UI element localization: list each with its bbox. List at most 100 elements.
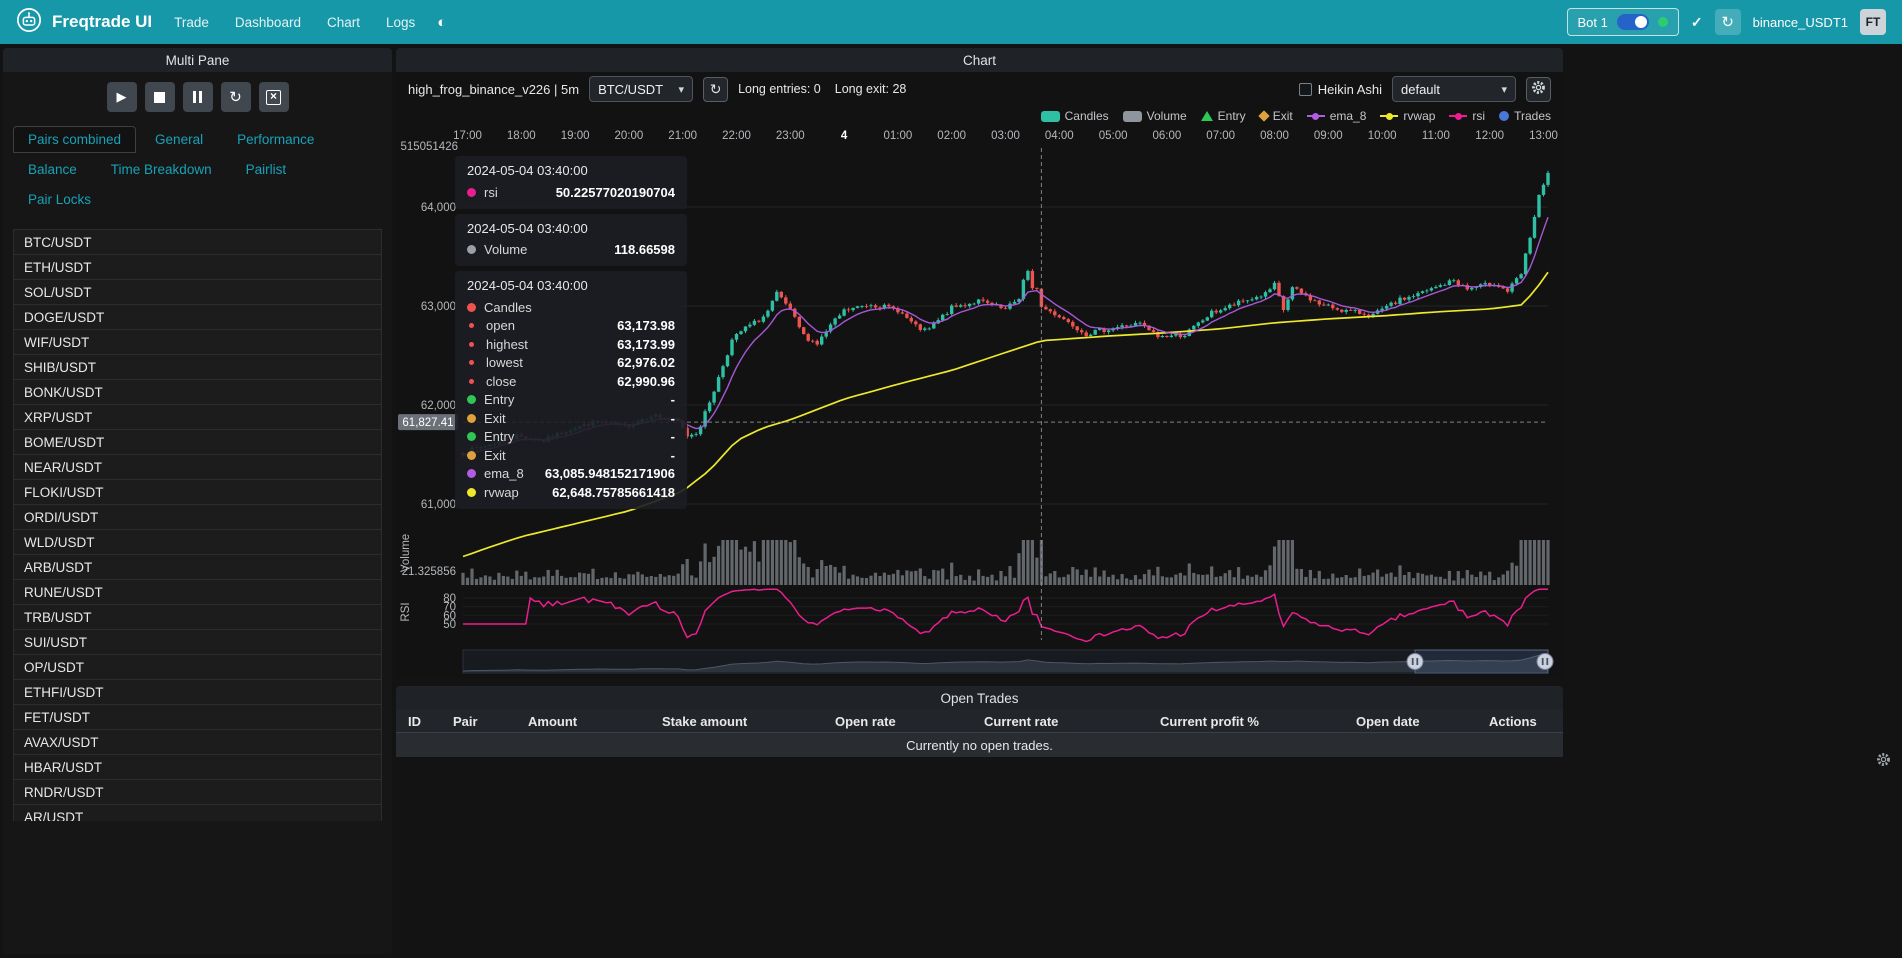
pair-select[interactable]: BTC/USDT ▾ <box>589 76 694 102</box>
svg-text:12:00: 12:00 <box>1475 130 1504 142</box>
play-button[interactable]: ▶ <box>106 82 137 112</box>
legend-rsi[interactable]: rsi <box>1449 109 1485 123</box>
tab-time-breakdown[interactable]: Time Breakdown <box>110 162 212 177</box>
legend-volume[interactable]: Volume <box>1122 109 1187 123</box>
tab-general[interactable]: General <box>155 132 204 147</box>
pair-row-doge[interactable]: DOGE/USDT <box>13 304 382 330</box>
pause-button[interactable] <box>182 82 213 112</box>
legend-rvwap[interactable]: rvwap <box>1380 109 1435 123</box>
pair-row-hbar[interactable]: HBAR/USDT <box>13 754 382 780</box>
legend-label: Trades <box>1514 109 1551 123</box>
col-stake-amount: Stake amount <box>662 713 748 729</box>
cancel-button[interactable]: × <box>258 82 289 112</box>
chart-title: Chart <box>396 48 1563 72</box>
tab-performance[interactable]: Performance <box>237 132 315 147</box>
pair-row-sol[interactable]: SOL/USDT <box>13 279 382 305</box>
pair-row-eth[interactable]: ETH/USDT <box>13 254 382 280</box>
chart-legend: Candles Volume Entry Exit ema_8 rvwap rsi Trade… <box>396 106 1563 126</box>
volume-marker-icon <box>1122 110 1142 122</box>
tooltip-value: 63,173.99 <box>617 336 675 352</box>
legend-label: rvwap <box>1403 109 1436 123</box>
pair-row-fet[interactable]: FET/USDT <box>13 704 382 730</box>
svg-text:61,000: 61,000 <box>421 499 456 511</box>
theme-toggle-icon[interactable]: ◐ <box>437 13 447 31</box>
pair-row-bome[interactable]: BOME/USDT <box>13 429 382 455</box>
legend-exit[interactable]: Exit <box>1258 109 1293 123</box>
bot-reload-button[interactable]: ↻ <box>1714 9 1741 35</box>
tooltip-label: Entry <box>484 429 515 445</box>
svg-text:4: 4 <box>841 130 848 142</box>
long-exit-label: Long exit: 28 <box>834 82 907 96</box>
nav-link-chart[interactable]: Chart <box>326 14 360 30</box>
corner-gear-icon[interactable] <box>1876 752 1891 772</box>
tab-pairs-combined[interactable]: Pairs combined <box>13 126 137 153</box>
nav-link-dashboard[interactable]: Dashboard <box>234 14 301 30</box>
tooltip-row: Entry - <box>467 391 675 410</box>
pair-row-ar[interactable]: AR/USDT <box>13 804 382 821</box>
tab-balance[interactable]: Balance <box>28 162 77 177</box>
stop-button[interactable] <box>144 82 175 112</box>
tooltip-row: ema_8 63,085.948152171906 <box>467 465 675 484</box>
trades-marker-icon <box>1499 111 1510 121</box>
tooltip-timestamp: 2024-05-04 03:40:00 <box>467 278 588 293</box>
col-open-date: Open date <box>1356 713 1420 729</box>
pair-row-avax[interactable]: AVAX/USDT <box>13 729 382 755</box>
pair-row-ethfi[interactable]: ETHFI/USDT <box>13 679 382 705</box>
svg-text:80: 80 <box>443 593 456 605</box>
tab-pair-locks[interactable]: Pair Locks <box>28 192 92 207</box>
pair-row-ordi[interactable]: ORDI/USDT <box>13 504 382 530</box>
brand[interactable]: Freqtrade UI <box>16 7 152 38</box>
bot-toggle-switch[interactable] <box>1616 14 1649 30</box>
legend-ema_8[interactable]: ema_8 <box>1306 109 1366 123</box>
svg-text:18:00: 18:00 <box>507 130 536 142</box>
svg-text:07:00: 07:00 <box>1206 130 1235 142</box>
pair-row-floki[interactable]: FLOKI/USDT <box>13 479 382 505</box>
signal-counts: Long entries: 0 Long exit: 28 <box>738 82 906 96</box>
heikin-ashi-checkbox[interactable] <box>1298 82 1312 96</box>
nav-link-trade[interactable]: Trade <box>174 14 209 30</box>
pair-row-rune[interactable]: RUNE/USDT <box>13 579 382 605</box>
tooltip-timestamp: 2024-05-04 03:40:00 <box>467 220 588 236</box>
tooltip-row: Exit - <box>467 446 675 465</box>
tooltip-label: Entry <box>484 392 515 408</box>
stop-icon <box>154 91 165 103</box>
chart-refresh-button[interactable]: ↻ <box>703 76 729 102</box>
pair-row-rndr[interactable]: RNDR/USDT <box>13 779 382 805</box>
legend-trades[interactable]: Trades <box>1499 109 1551 123</box>
avatar[interactable]: FT <box>1860 9 1886 35</box>
pair-row-op[interactable]: OP/USDT <box>13 654 382 680</box>
chart-canvas[interactable]: 61,827.41 64,000 63,000 62,000 61,000 5150514… <box>396 126 1563 678</box>
bot-controls: ▶ ↻ × <box>3 72 392 122</box>
pair-row-arb[interactable]: ARB/USDT <box>13 554 382 580</box>
reload-config-button[interactable]: ↻ <box>220 82 251 112</box>
svg-text:61,827.41: 61,827.41 <box>402 417 453 429</box>
pair-row-trb[interactable]: TRB/USDT <box>13 604 382 630</box>
legend-candles[interactable]: Candles <box>1040 109 1109 123</box>
open-trades-panel: Open Trades ID Pair Amount Stake amount Open… <box>396 686 1563 757</box>
svg-text:01:00: 01:00 <box>884 130 913 142</box>
col-current-rate: Current rate <box>984 713 1059 729</box>
pause-icon <box>193 91 202 103</box>
bot-selector[interactable]: Bot 1 <box>1566 8 1679 36</box>
bot-check-icon[interactable]: ✓ <box>1690 13 1703 30</box>
pair-row-wld[interactable]: WLD/USDT <box>13 529 382 555</box>
svg-text:22:00: 22:00 <box>722 130 751 142</box>
tab-pairlist[interactable]: Pairlist <box>245 162 287 177</box>
pair-row-xrp[interactable]: XRP/USDT <box>13 404 382 430</box>
pair-row-bonk[interactable]: BONK/USDT <box>13 379 382 405</box>
pair-row-btc[interactable]: BTC/USDT <box>13 229 382 255</box>
pair-row-shib[interactable]: SHIB/USDT <box>13 354 382 380</box>
series-dot-icon <box>467 487 476 497</box>
legend-entry[interactable]: Entry <box>1200 109 1246 123</box>
pair-row-wif[interactable]: WIF/USDT <box>13 329 382 355</box>
nav-link-logs[interactable]: Logs <box>385 14 416 30</box>
pair-row-near[interactable]: NEAR/USDT <box>13 454 382 480</box>
svg-text:09:00: 09:00 <box>1314 130 1343 142</box>
plot-settings-button[interactable] <box>1526 76 1551 102</box>
exit-marker-icon <box>1258 110 1270 122</box>
open-trades-empty-message: Currently no open trades. <box>396 733 1563 757</box>
tooltip-value: - <box>670 410 675 426</box>
tooltip-value: 63,085.948152171906 <box>544 466 675 482</box>
pair-row-sui[interactable]: SUI/USDT <box>13 629 382 655</box>
plot-config-select[interactable]: default ▾ <box>1392 76 1516 102</box>
